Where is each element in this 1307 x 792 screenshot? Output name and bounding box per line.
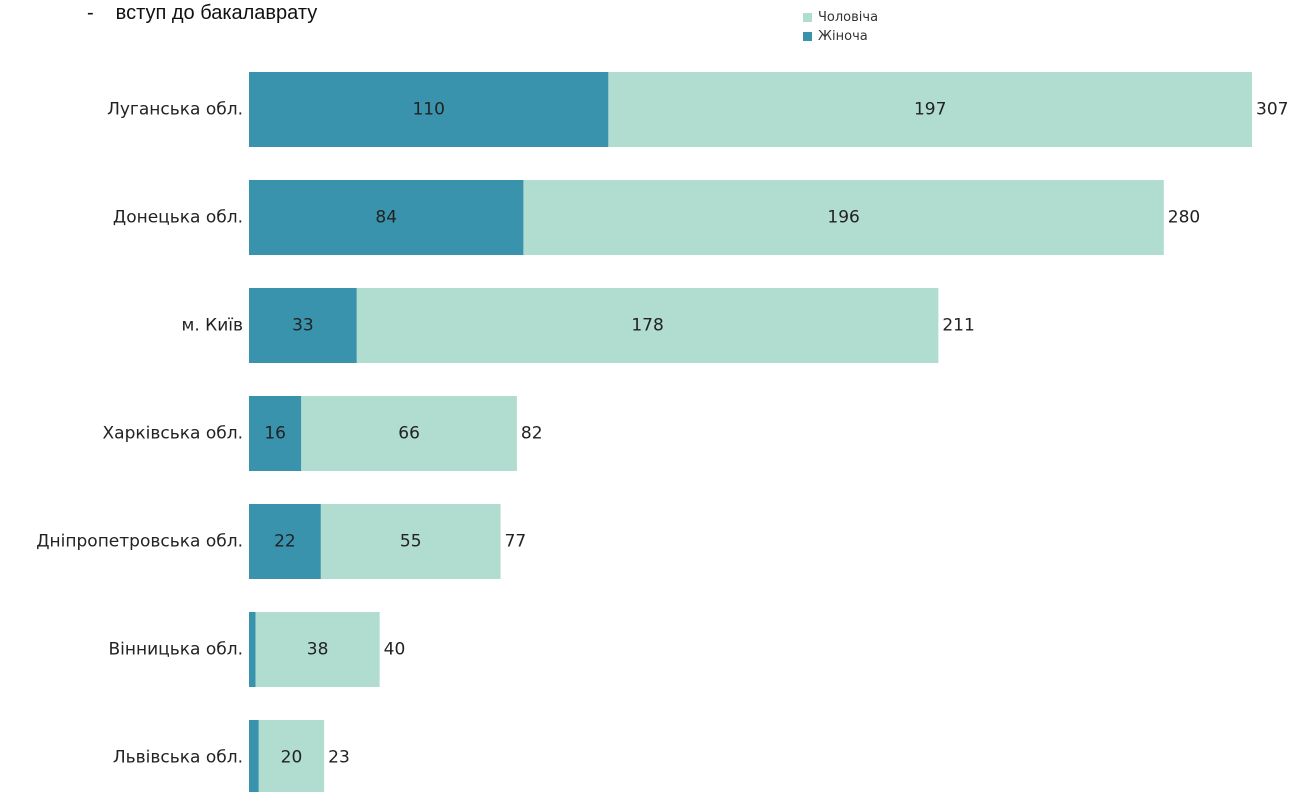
legend-label-female: Жіноча [818, 29, 868, 44]
data-label-female: 84 [375, 208, 397, 228]
category-label: Дніпропетровська обл. [36, 532, 243, 552]
legend-swatch-male [803, 13, 812, 22]
category-label: Харківська обл. [103, 424, 243, 444]
total-label: 40 [384, 640, 406, 660]
category-label: Львівська обл. [113, 748, 243, 768]
data-label-female: 16 [264, 424, 286, 444]
bar-segment-male [608, 72, 1252, 147]
legend-swatch-female [803, 32, 812, 41]
legend-label-male: Чоловіча [818, 10, 879, 25]
bar-segment-male [523, 180, 1164, 255]
bar-segment-male [255, 612, 380, 687]
category-label: Донецька обл. [113, 208, 243, 228]
data-label-male: 66 [398, 424, 420, 444]
header-bullet: - [87, 1, 94, 24]
bar-segment-male [258, 720, 325, 792]
bar-segment-female [249, 396, 302, 471]
data-label-male: 197 [914, 100, 946, 120]
data-label-male: 20 [281, 748, 303, 768]
total-label: 82 [521, 424, 543, 444]
data-label-male: 196 [827, 208, 859, 228]
data-label-male: 55 [400, 532, 422, 552]
data-label-male: 178 [631, 316, 663, 336]
bar-segment-female [249, 288, 357, 363]
header-text: вступ до бакалаврату [115, 1, 318, 24]
total-label: 77 [505, 532, 527, 552]
category-label: м. Київ [182, 316, 244, 336]
total-label: 211 [942, 316, 974, 336]
data-label-male: 38 [307, 640, 329, 660]
chart-legend: Чоловіча Жіноча [803, 8, 878, 46]
data-label-female: 110 [412, 100, 444, 120]
data-label-female: 33 [292, 316, 314, 336]
bar-segment-male [320, 504, 501, 579]
bar-segment-female [249, 180, 524, 255]
category-label: Луганська обл. [107, 100, 243, 120]
legend-item-female: Жіноча [803, 27, 878, 46]
bar-segment-female [249, 504, 321, 579]
legend-item-male: Чоловіча [803, 8, 878, 27]
bar-segment-male [301, 396, 517, 471]
bar-segment-male [356, 288, 939, 363]
bar-segment-female [249, 72, 609, 147]
bar-segment-female [249, 612, 256, 687]
category-label: Вінницька обл. [109, 640, 244, 660]
total-label: 23 [328, 748, 350, 768]
total-label: 307 [1256, 100, 1288, 120]
bar-segment-female [249, 720, 259, 792]
data-label-female: 22 [274, 532, 296, 552]
total-label: 280 [1168, 208, 1200, 228]
chart-header: - вступ до бакалаврату [87, 0, 317, 26]
